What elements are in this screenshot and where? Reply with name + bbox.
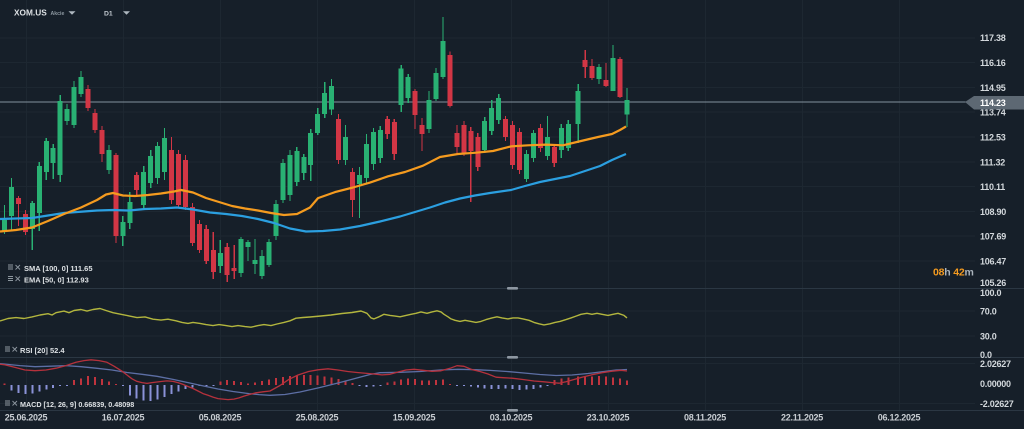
svg-text:25.08.2025: 25.08.2025 [296,413,339,423]
svg-text:0.00000: 0.00000 [980,379,1011,389]
svg-text:06.12.2025: 06.12.2025 [878,413,921,423]
svg-text:22.11.2025: 22.11.2025 [781,413,823,423]
svg-text:23.10.2025: 23.10.2025 [587,413,630,423]
svg-text:05.08.2025: 05.08.2025 [199,413,242,423]
svg-text:D1: D1 [104,10,113,17]
svg-text:110.11: 110.11 [980,182,1005,192]
svg-text:16.07.2025: 16.07.2025 [102,413,145,423]
svg-text:03.10.2025: 03.10.2025 [490,413,533,423]
svg-text:114.95: 114.95 [980,83,1006,93]
svg-text:08.11.2025: 08.11.2025 [684,413,726,423]
svg-text:107.69: 107.69 [980,232,1006,242]
svg-text:114.23: 114.23 [980,98,1006,108]
svg-text:0.0: 0.0 [980,350,992,360]
svg-text:100.0: 100.0 [980,288,1002,298]
svg-text:XOM.US: XOM.US [14,8,47,18]
svg-text:08h 42m: 08h 42m [933,267,974,279]
svg-text:117.38: 117.38 [980,33,1006,43]
svg-text:15.09.2025: 15.09.2025 [393,413,436,423]
svg-text:MACD [12, 26, 9] 0.66839, 0.4: MACD [12, 26, 9] 0.66839, 0.48098 [20,400,134,409]
svg-text:Akcie: Akcie [51,11,65,17]
svg-text:SMA [100, 0] 111.65: SMA [100, 0] 111.65 [24,264,93,273]
svg-text:105.26: 105.26 [980,278,1006,288]
svg-text:108.90: 108.90 [980,207,1006,217]
svg-text:25.06.2025: 25.06.2025 [5,413,48,423]
svg-text:-2.02627: -2.02627 [980,399,1014,409]
svg-text:2.02627: 2.02627 [980,359,1011,369]
svg-text:30.0: 30.0 [980,331,997,341]
svg-text:116.16: 116.16 [980,58,1006,68]
svg-text:RSI [20] 52.4: RSI [20] 52.4 [20,346,65,355]
svg-text:111.32: 111.32 [980,157,1005,167]
svg-text:112.53: 112.53 [980,133,1006,143]
svg-text:113.74: 113.74 [980,108,1006,118]
svg-text:EMA [50, 0] 112.93: EMA [50, 0] 112.93 [24,276,89,285]
svg-text:106.47: 106.47 [980,257,1006,267]
svg-text:70.0: 70.0 [980,307,997,317]
